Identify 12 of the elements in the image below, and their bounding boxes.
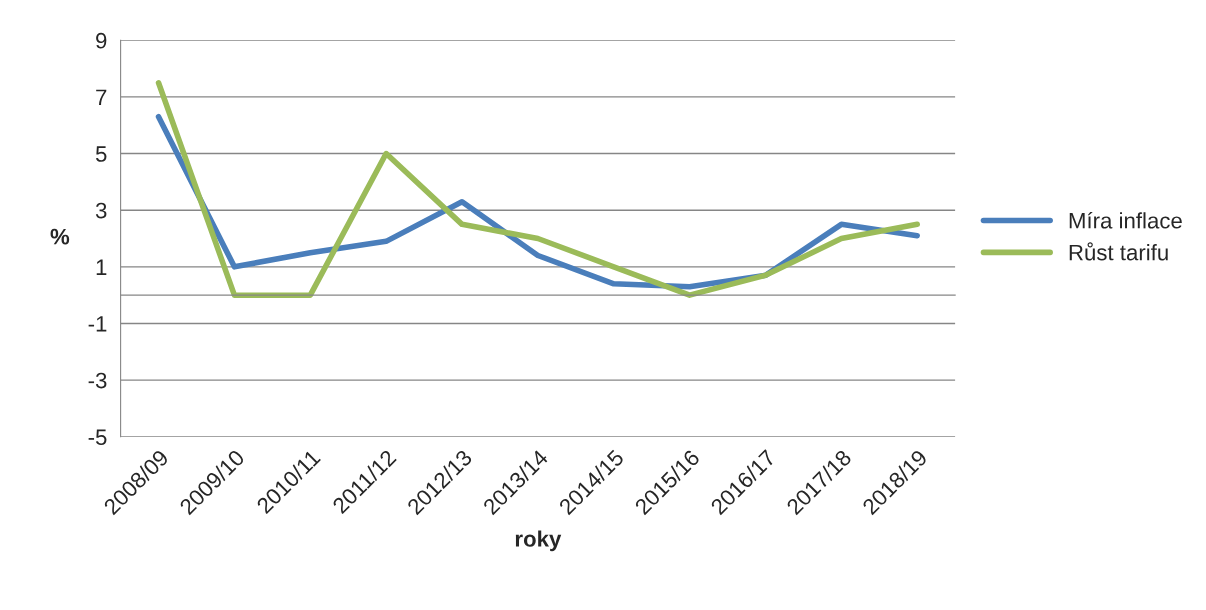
x-axis-title: roky [515, 530, 562, 552]
y-tick-label: 5 [95, 146, 107, 162]
y-tick-label: -3 [88, 372, 107, 389]
y-tick-label: 3 [95, 202, 107, 219]
y-tick-label: -1 [88, 316, 107, 332]
y-tick-label: -5 [88, 429, 107, 446]
y-tick-label: 1 [96, 259, 107, 275]
y-axis-title: % [50, 228, 70, 245]
legend-label: Růst tarifu [1069, 242, 1168, 261]
y-tick-label: 7 [96, 89, 107, 105]
legend-label: Míra inflace [1069, 211, 1182, 229]
y-tick-label: 9 [96, 32, 107, 49]
